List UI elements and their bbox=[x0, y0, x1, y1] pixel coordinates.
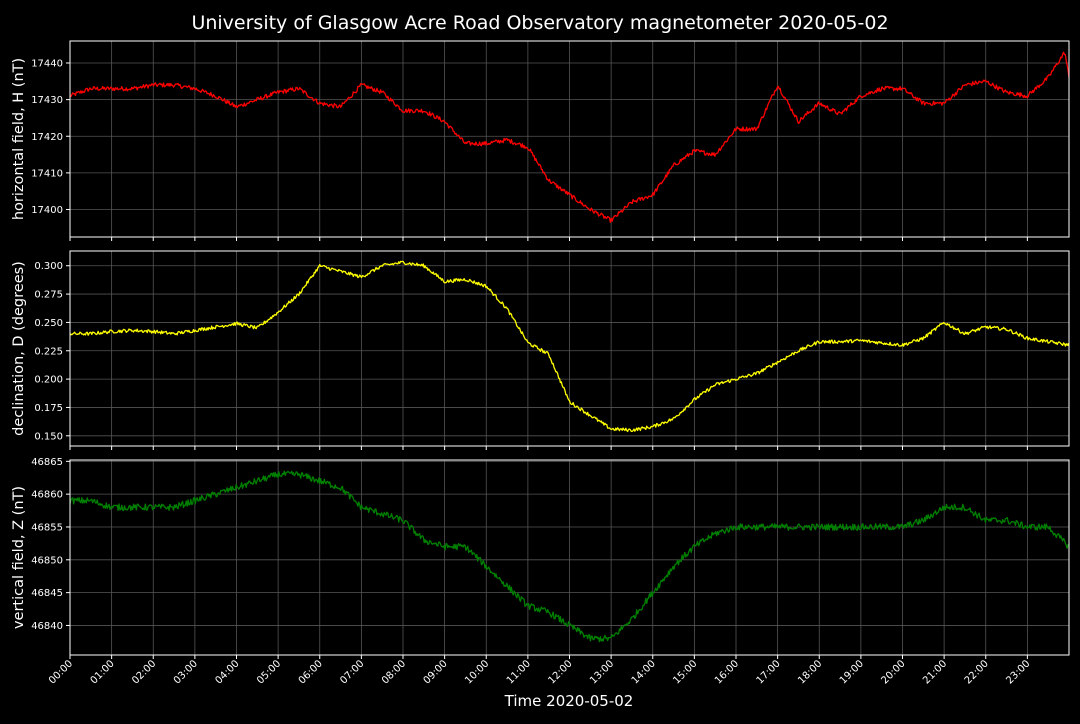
y-tick-label: 17410 bbox=[31, 168, 63, 179]
x-axis-label: Time 2020-05-02 bbox=[504, 692, 634, 710]
y-axis-label-d: declination, D (degrees) bbox=[11, 261, 27, 436]
y-tick-label: 17420 bbox=[31, 132, 63, 143]
plot-frame-d bbox=[69, 250, 1070, 447]
y-tick-label: 17430 bbox=[31, 95, 63, 106]
y-tick-label: 0.175 bbox=[34, 403, 63, 414]
y-tick-label: 46855 bbox=[31, 522, 63, 533]
series-line-z bbox=[69, 470, 1070, 643]
y-tick-label: 46845 bbox=[31, 588, 63, 599]
y-tick-label: 0.225 bbox=[34, 346, 63, 357]
y-tick-label: 0.200 bbox=[34, 375, 63, 386]
y-tick-label: 46865 bbox=[31, 457, 63, 468]
y-tick-label: 46850 bbox=[31, 555, 63, 566]
panels: 17400 17410 17420 17430 17440 horizontal fiel… bbox=[11, 40, 1070, 687]
panel-h: 17400 17410 17420 17430 17440 horizontal fiel… bbox=[11, 40, 1070, 241]
y-tick-label: 0.275 bbox=[34, 290, 63, 301]
y-tick-label: 46840 bbox=[31, 621, 63, 632]
y-tick-label: 17440 bbox=[31, 58, 63, 69]
panel-z: 00:00 01:00 02:00 03:00 04:00 05:00 06:00 07:00… bbox=[11, 457, 1070, 687]
plot-frame-h bbox=[69, 40, 1070, 238]
series-line-d bbox=[69, 260, 1070, 433]
plot-frame-z bbox=[69, 459, 1070, 656]
y-tick-label: 0.300 bbox=[34, 261, 63, 272]
y-tick-label: 0.150 bbox=[34, 431, 63, 442]
chart-title: University of Glasgow Acre Road Observat… bbox=[191, 12, 888, 34]
y-axis-label-h: horizontal field, H (nT) bbox=[11, 58, 27, 220]
y-axis-label-z: vertical field, Z (nT) bbox=[11, 486, 27, 629]
y-tick-label: 17400 bbox=[31, 205, 63, 216]
y-tick-label: 0.250 bbox=[34, 318, 63, 329]
series-line-h bbox=[69, 51, 1070, 223]
y-tick-label: 46860 bbox=[31, 490, 63, 501]
panel-d: 0.150 0.175 0.200 0.225 0.250 0.275 0.300 decli… bbox=[11, 250, 1070, 450]
